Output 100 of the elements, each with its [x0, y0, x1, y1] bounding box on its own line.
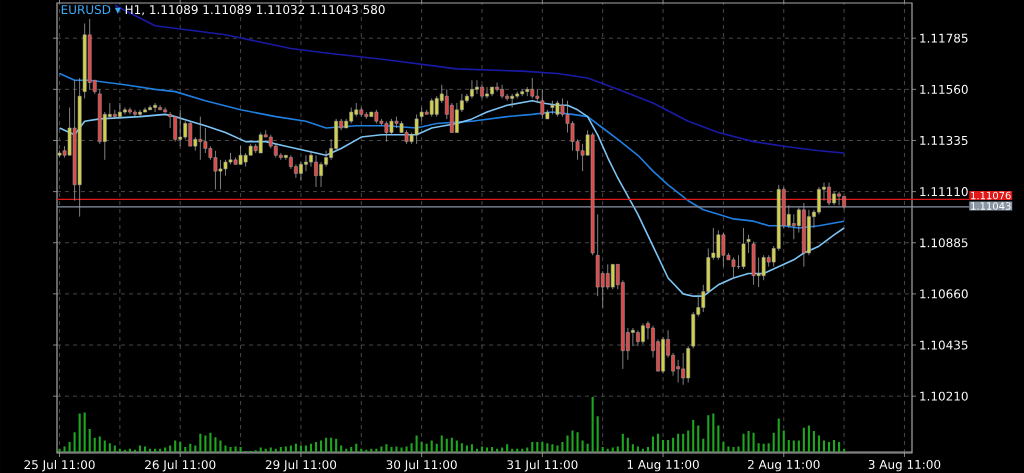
bar	[807, 425, 810, 452]
bar	[742, 433, 745, 452]
bar	[390, 447, 393, 452]
bar	[400, 447, 403, 452]
bar	[460, 443, 463, 452]
x-tick-label: 26 Jul 11:00	[145, 459, 216, 472]
bar	[576, 432, 579, 452]
bar	[672, 437, 675, 452]
bar	[304, 445, 308, 452]
bar	[747, 431, 750, 452]
bar	[98, 436, 101, 452]
bar	[737, 446, 740, 452]
bar	[581, 440, 584, 452]
bar	[88, 428, 91, 452]
bar	[294, 443, 297, 452]
bar	[350, 447, 353, 452]
bar	[687, 430, 690, 452]
chart-subtitle: H1, 1.11089 1.11089 1.11032 1.11043 580	[125, 4, 385, 16]
bar	[440, 435, 443, 452]
candlestick	[741, 227, 746, 270]
bar	[566, 435, 569, 452]
bar	[646, 447, 650, 452]
bar	[712, 413, 715, 452]
bar	[777, 418, 780, 452]
bar	[631, 444, 634, 452]
bar	[616, 446, 619, 452]
bar	[762, 443, 765, 452]
bar	[83, 412, 86, 452]
bar	[143, 446, 147, 452]
bar	[802, 427, 805, 452]
bar	[772, 432, 775, 452]
bar	[103, 440, 106, 452]
bar	[506, 444, 509, 452]
bar	[767, 443, 770, 452]
bar	[782, 430, 785, 452]
bar	[340, 445, 343, 452]
chart-title: EURUSD ▾	[61, 4, 121, 15]
bar	[68, 442, 71, 452]
y-tick-label: 1.10210	[920, 391, 968, 401]
bar	[586, 443, 589, 452]
bar	[792, 440, 795, 452]
y-tick-label: 1.10885	[920, 238, 968, 248]
bar	[410, 443, 413, 452]
y-tick-label: 1.11335	[920, 135, 968, 146]
bar	[214, 437, 217, 452]
bar	[199, 433, 202, 452]
bar	[601, 447, 604, 452]
bar	[415, 435, 418, 452]
y-tick-label: 1.11785	[920, 33, 968, 43]
bar	[787, 439, 790, 452]
bar	[204, 435, 207, 452]
x-tick-label: 30 Jul 11:00	[386, 459, 457, 472]
bar	[169, 445, 172, 452]
bar	[536, 442, 539, 452]
bar	[330, 437, 333, 452]
bar	[621, 433, 624, 452]
bar	[732, 447, 735, 452]
bar	[93, 437, 96, 452]
bar	[234, 446, 237, 452]
x-tick-label: 25 Jul 11:00	[24, 459, 95, 472]
bar	[822, 440, 826, 452]
bar	[692, 420, 695, 452]
bar	[797, 440, 800, 452]
bar	[490, 447, 494, 452]
bar	[677, 433, 680, 452]
y-tick-label: 1.10660	[920, 289, 968, 299]
x-tick-label: 2 Aug 11:00	[747, 459, 820, 472]
bar	[667, 439, 670, 452]
bar	[480, 446, 484, 452]
bar	[108, 443, 111, 452]
bar	[455, 440, 458, 452]
bar	[239, 447, 242, 452]
ref-line-label: 1.11076	[971, 191, 1011, 200]
bar	[626, 437, 629, 452]
bar	[651, 436, 655, 452]
bar	[385, 444, 388, 452]
bar	[556, 445, 559, 452]
bar	[722, 442, 725, 452]
bar	[395, 446, 398, 452]
bar	[209, 432, 212, 452]
bar	[314, 442, 318, 452]
bar	[63, 446, 66, 452]
bar	[430, 440, 433, 452]
bar	[571, 430, 574, 452]
x-tick-label: 1 Aug 11:00	[627, 459, 699, 472]
bar	[299, 445, 302, 452]
line-series	[58, 72, 845, 229]
bar	[73, 432, 76, 452]
bar	[838, 442, 841, 452]
bar	[697, 425, 700, 452]
bar	[591, 396, 594, 452]
x-tick-label: 3 Aug 11:00	[868, 459, 941, 472]
bar	[58, 448, 61, 452]
bar	[717, 425, 720, 452]
bar	[380, 446, 383, 452]
x-tick-label: 31 Jul 11:00	[507, 459, 578, 472]
bar	[355, 443, 358, 452]
bar	[289, 445, 292, 452]
bar	[405, 446, 408, 452]
bar	[174, 440, 177, 452]
